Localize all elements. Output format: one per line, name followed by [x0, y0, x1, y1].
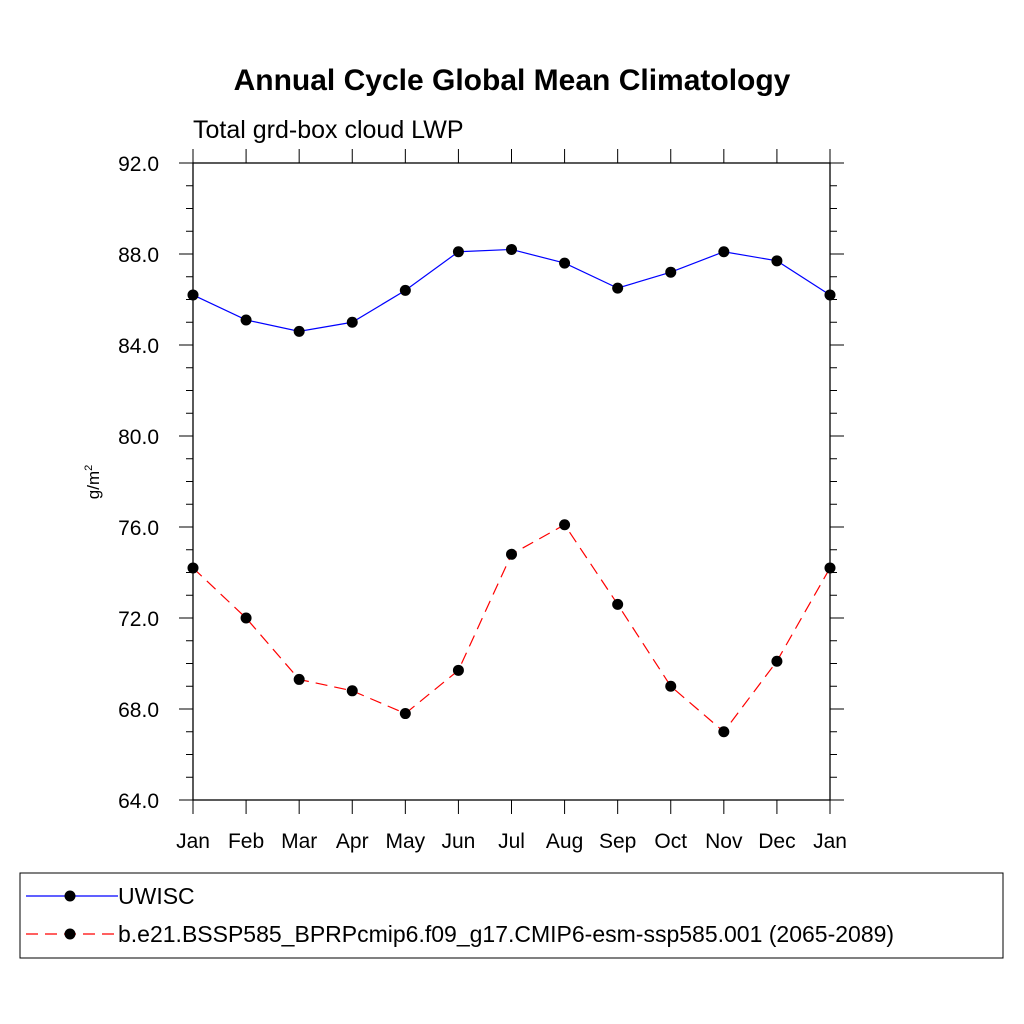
x-tick-label: Nov — [705, 830, 743, 853]
legend-label-uwisc: UWISC — [118, 883, 195, 909]
data-point-series-1 — [824, 562, 836, 574]
y-axis-label-superscript: 2 — [83, 465, 95, 471]
x-tick-label: May — [385, 830, 425, 853]
data-point-series-0 — [293, 325, 305, 337]
x-tick-label: Aug — [546, 830, 583, 853]
data-point-series-1 — [665, 680, 677, 692]
data-point-series-1 — [559, 519, 571, 531]
axis-ticks — [179, 149, 844, 814]
x-tick-label: Sep — [599, 830, 636, 853]
x-tick-label: Apr — [336, 830, 369, 853]
legend-marker-uwisc — [64, 890, 76, 902]
data-point-series-0 — [452, 246, 464, 258]
data-point-series-1 — [771, 655, 783, 667]
x-tick-label: Jan — [176, 830, 210, 853]
y-tick-label: 92.0 — [118, 153, 159, 176]
legend: UWISC b.e21.BSSP585_BPRPcmip6.f09_g17.CM… — [19, 872, 1004, 959]
chart-title: Annual Cycle Global Mean Climatology — [234, 64, 791, 97]
y-axis-label-text: g/m2 — [83, 465, 103, 499]
data-point-series-1 — [187, 562, 199, 574]
y-tick-label: 68.0 — [118, 699, 159, 722]
legend-box — [19, 872, 1004, 959]
x-tick-label: Jul — [498, 830, 525, 853]
data-point-series-1 — [346, 685, 358, 697]
x-tick-label: Jan — [813, 830, 847, 853]
y-tick-label: 72.0 — [118, 608, 159, 631]
data-point-series-1 — [452, 664, 464, 676]
legend-label-ssp585: b.e21.BSSP585_BPRPcmip6.f09_g17.CMIP6-es… — [118, 921, 894, 947]
y-tick-label: 76.0 — [118, 517, 159, 540]
y-tick-label: 80.0 — [118, 426, 159, 449]
data-point-series-0 — [399, 284, 411, 296]
x-tick-label: Mar — [281, 830, 317, 853]
data-point-series-0 — [612, 282, 624, 294]
data-point-series-0 — [665, 266, 677, 278]
y-tick-label: 64.0 — [118, 790, 159, 813]
data-point-series-0 — [718, 246, 730, 258]
series-line-0 — [192, 248, 831, 332]
chart-subtitle: Total grd-box cloud LWP — [193, 116, 464, 144]
series-markers — [187, 243, 836, 738]
y-tick-label: 84.0 — [118, 335, 159, 358]
x-tick-label: Jun — [441, 830, 475, 853]
data-point-series-0 — [346, 316, 358, 328]
legend-marker-ssp585 — [64, 928, 76, 940]
x-tick-label: Dec — [758, 830, 795, 853]
x-tick-label: Oct — [654, 830, 687, 853]
plot-frame — [192, 162, 831, 801]
x-tick-label: Feb — [228, 830, 264, 853]
data-point-series-1 — [399, 708, 411, 720]
data-point-series-1 — [293, 673, 305, 685]
data-point-series-0 — [771, 255, 783, 267]
y-tick-label: 88.0 — [118, 244, 159, 267]
data-point-series-1 — [240, 612, 252, 624]
axis-tick-labels: 64.0 68.0 72.0 76.0 80.0 84.0 88.0 92.0 Jan Feb Ma… — [118, 153, 847, 853]
data-point-series-0 — [559, 257, 571, 269]
data-point-series-1 — [612, 598, 624, 610]
y-axis-label-base: g/m — [84, 471, 103, 499]
data-point-series-0 — [240, 314, 252, 326]
series-lines — [192, 248, 831, 733]
data-point-series-1 — [718, 726, 730, 738]
y-axis-label: g/m2 — [83, 465, 103, 499]
data-point-series-0 — [824, 289, 836, 301]
data-point-series-0 — [506, 243, 517, 255]
data-point-series-1 — [506, 548, 517, 560]
data-point-series-0 — [187, 289, 199, 301]
